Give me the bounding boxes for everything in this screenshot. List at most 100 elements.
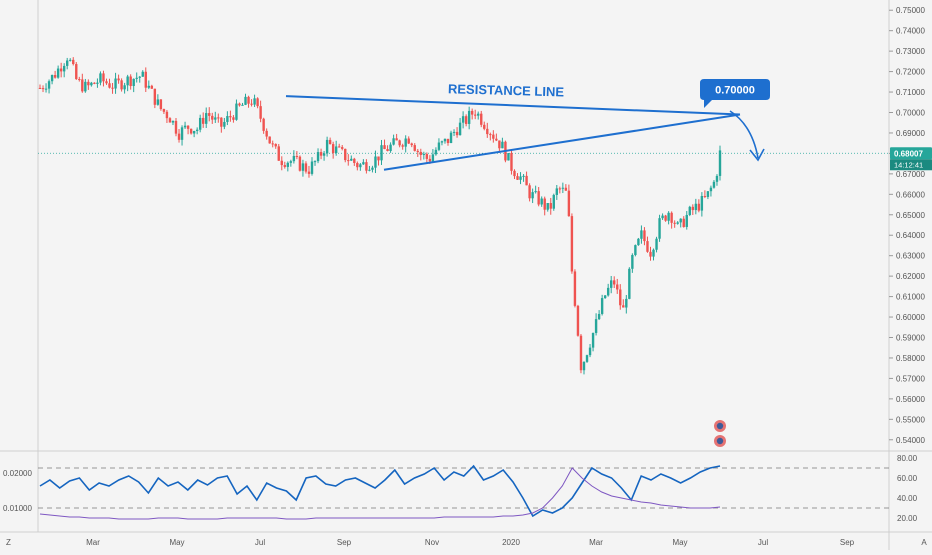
candle-body[interactable] (697, 203, 701, 211)
candle-body[interactable] (419, 151, 422, 155)
candle-body[interactable] (552, 194, 555, 209)
candle-body[interactable] (368, 169, 371, 171)
candle-body[interactable] (480, 113, 483, 125)
candle-body[interactable] (534, 191, 537, 193)
candle-body[interactable] (159, 99, 163, 110)
candle-body[interactable] (495, 138, 498, 141)
candle-body[interactable] (289, 161, 293, 163)
candle-body[interactable] (528, 185, 531, 199)
candle-body[interactable] (483, 124, 486, 129)
candle-body[interactable] (341, 147, 344, 149)
indicator-series-line[interactable] (39, 464, 721, 518)
candle-body[interactable] (69, 59, 72, 61)
candle-body[interactable] (338, 146, 341, 148)
candle-body[interactable] (66, 60, 69, 66)
candle-body[interactable] (75, 64, 78, 80)
candle-body[interactable] (81, 79, 84, 92)
candle-body[interactable] (489, 134, 492, 136)
candle-body[interactable] (271, 143, 274, 145)
candle-body[interactable] (386, 149, 389, 151)
candle-body[interactable] (301, 163, 305, 171)
candle-body[interactable] (428, 158, 432, 162)
candle-body[interactable] (513, 170, 516, 177)
candle-body[interactable] (561, 187, 565, 189)
candle-body[interactable] (619, 289, 622, 306)
candle-body[interactable] (685, 214, 688, 227)
candle-body[interactable] (555, 188, 558, 195)
candle-body[interactable] (374, 156, 377, 168)
candle-body[interactable] (226, 116, 229, 122)
candle-body[interactable] (362, 162, 365, 165)
candle-body[interactable] (613, 280, 616, 285)
candle-body[interactable] (344, 148, 347, 161)
candle-body[interactable] (189, 128, 193, 134)
candle-body[interactable] (464, 116, 468, 124)
candle-body[interactable] (492, 134, 495, 139)
candle-body[interactable] (56, 68, 60, 78)
candle-body[interactable] (277, 146, 280, 161)
candle-body[interactable] (47, 81, 51, 89)
candle-body[interactable] (676, 222, 679, 224)
candle-body[interactable] (458, 122, 462, 136)
candle-body[interactable] (383, 145, 386, 150)
candle-body[interactable] (174, 120, 178, 134)
candle-body[interactable] (96, 82, 99, 84)
candle-body[interactable] (525, 175, 528, 186)
candle-body[interactable] (111, 87, 114, 89)
candle-body[interactable] (195, 129, 199, 131)
candle-body[interactable] (637, 238, 640, 246)
candle-body[interactable] (265, 130, 268, 137)
candle-body[interactable] (117, 78, 120, 81)
candle-body[interactable] (38, 87, 42, 89)
candle-body[interactable] (356, 162, 359, 168)
candle-body[interactable] (649, 251, 652, 257)
candle-body[interactable] (283, 165, 286, 167)
candle-body[interactable] (229, 116, 232, 118)
candle-body[interactable] (507, 153, 510, 161)
candle-body[interactable] (628, 268, 631, 299)
candle-body[interactable] (640, 230, 643, 239)
candle-body[interactable] (238, 103, 241, 106)
candle-body[interactable] (546, 203, 549, 210)
candle-body[interactable] (316, 152, 320, 162)
candle-body[interactable] (59, 68, 63, 72)
candle-body[interactable] (256, 98, 259, 107)
candle-body[interactable] (622, 305, 625, 308)
candle-body[interactable] (202, 117, 205, 124)
candle-body[interactable] (365, 162, 368, 171)
candle-body[interactable] (298, 156, 302, 171)
candle-body[interactable] (709, 187, 713, 192)
candle-body[interactable] (631, 255, 634, 269)
candle-body[interactable] (359, 164, 362, 168)
candle-body[interactable] (123, 85, 126, 90)
candle-body[interactable] (235, 103, 238, 120)
candle-body[interactable] (53, 75, 57, 78)
candle-body[interactable] (537, 191, 540, 205)
candle-body[interactable] (712, 181, 716, 188)
candle-body[interactable] (634, 245, 637, 256)
candle-body[interactable] (579, 335, 583, 371)
candle-body[interactable] (205, 113, 208, 124)
candle-body[interactable] (401, 145, 404, 147)
candle-body[interactable] (331, 144, 335, 153)
candle-body[interactable] (114, 78, 117, 89)
candle-body[interactable] (588, 347, 592, 356)
candle-body[interactable] (319, 152, 323, 156)
candle-body[interactable] (616, 284, 619, 290)
candle-body[interactable] (217, 117, 220, 119)
candle-body[interactable] (392, 138, 395, 145)
candle-body[interactable] (715, 175, 719, 182)
candle-body[interactable] (150, 85, 154, 89)
candle-body[interactable] (328, 139, 332, 145)
candle-body[interactable] (129, 76, 132, 87)
candle-body[interactable] (516, 176, 519, 180)
candle-body[interactable] (353, 158, 356, 163)
candle-body[interactable] (253, 98, 256, 105)
candle-body[interactable] (347, 160, 350, 162)
candle-body[interactable] (87, 81, 90, 86)
candle-body[interactable] (177, 133, 181, 140)
candle-body[interactable] (703, 196, 707, 198)
candle-body[interactable] (102, 73, 105, 82)
candle-body[interactable] (220, 117, 223, 127)
candle-body[interactable] (452, 131, 456, 133)
